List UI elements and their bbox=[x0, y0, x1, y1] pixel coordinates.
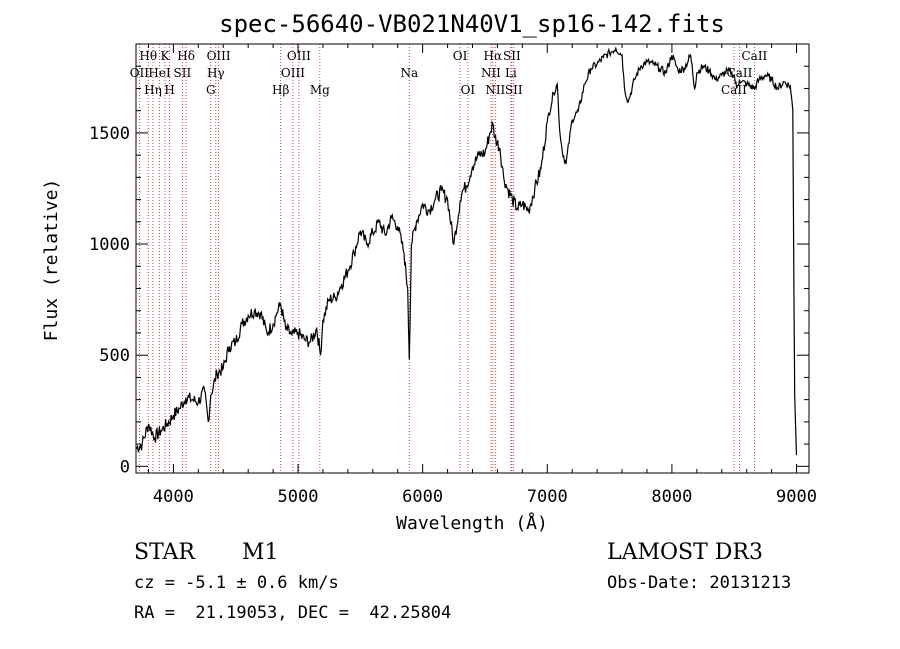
plot-frame bbox=[135, 43, 810, 474]
axes: 4000 5000 6000 7000 8000 9000 0 500 1000 1500 bbox=[89, 44, 817, 507]
y-tick-label-1: 500 bbox=[99, 346, 130, 366]
line-label-1: Hθ bbox=[139, 49, 157, 63]
x-tick-label-5: 9000 bbox=[776, 487, 817, 507]
line-label-17: OI bbox=[461, 83, 476, 97]
line-label-15: Na bbox=[400, 66, 418, 80]
object-subclass: M1 bbox=[242, 540, 279, 565]
line-label-9: Hγ bbox=[207, 66, 225, 80]
x-tick-label-2: 6000 bbox=[402, 487, 443, 507]
line-label-2: Hη bbox=[144, 83, 162, 97]
observation-date: Obs-Date: 20131213 bbox=[607, 573, 792, 593]
redshift-cz: cz = -5.1 ± 0.6 km/s bbox=[134, 573, 339, 593]
x-tick-label-3: 7000 bbox=[527, 487, 568, 507]
line-label-11: Hβ bbox=[272, 83, 289, 97]
line-label-24: CaII bbox=[721, 83, 747, 97]
line-label-22: SII bbox=[503, 49, 521, 63]
y-tick-label-2: 1000 bbox=[89, 235, 130, 255]
line-label-14: Mg bbox=[310, 83, 330, 97]
line-label-23: SII bbox=[505, 83, 523, 97]
line-label-10: OIII bbox=[207, 49, 231, 63]
spectral-line-markers bbox=[138, 44, 755, 473]
line-label-16: OI bbox=[453, 49, 468, 63]
ra-dec-coordinates: RA = 21.19053, DEC = 42.25804 bbox=[134, 603, 452, 623]
y-tick-label-3: 1500 bbox=[89, 124, 130, 144]
flux-series-line bbox=[135, 46, 798, 456]
x-tick-label-4: 8000 bbox=[651, 487, 692, 507]
line-label-13: OIII bbox=[287, 49, 311, 63]
line-label-20: NII bbox=[485, 83, 505, 97]
line-label-7: Hδ bbox=[177, 49, 195, 63]
line-label-21: Li bbox=[505, 66, 517, 80]
y-tick-label-0: 0 bbox=[120, 457, 130, 477]
line-label-6: SII bbox=[174, 66, 192, 80]
survey-name: LAMOST DR3 bbox=[607, 540, 763, 565]
line-label-4: K bbox=[161, 49, 171, 63]
x-tick-label-0: 4000 bbox=[153, 487, 194, 507]
line-label-12: OIII bbox=[281, 66, 305, 80]
x-tick-label-1: 5000 bbox=[278, 487, 319, 507]
spectral-line-labels: OIIHθHηHeIKHSIIHδGHγOIIIHβOIIIOIIIMgNaOI… bbox=[130, 49, 768, 97]
line-label-26: CaII bbox=[741, 49, 767, 63]
x-axis-label: Wavelength (Å) bbox=[396, 512, 548, 534]
chart-title: spec-56640-VB021N40V1_sp16-142.fits bbox=[219, 10, 725, 38]
y-axis-label: Flux (relative) bbox=[41, 179, 62, 342]
object-type: STAR bbox=[134, 540, 195, 565]
line-label-19: Hα bbox=[484, 49, 503, 63]
line-label-0: OII bbox=[130, 66, 150, 80]
line-label-3: HeI bbox=[148, 66, 171, 80]
line-label-8: G bbox=[206, 83, 216, 97]
line-label-5: H bbox=[164, 83, 174, 97]
line-label-18: NII bbox=[481, 66, 501, 80]
